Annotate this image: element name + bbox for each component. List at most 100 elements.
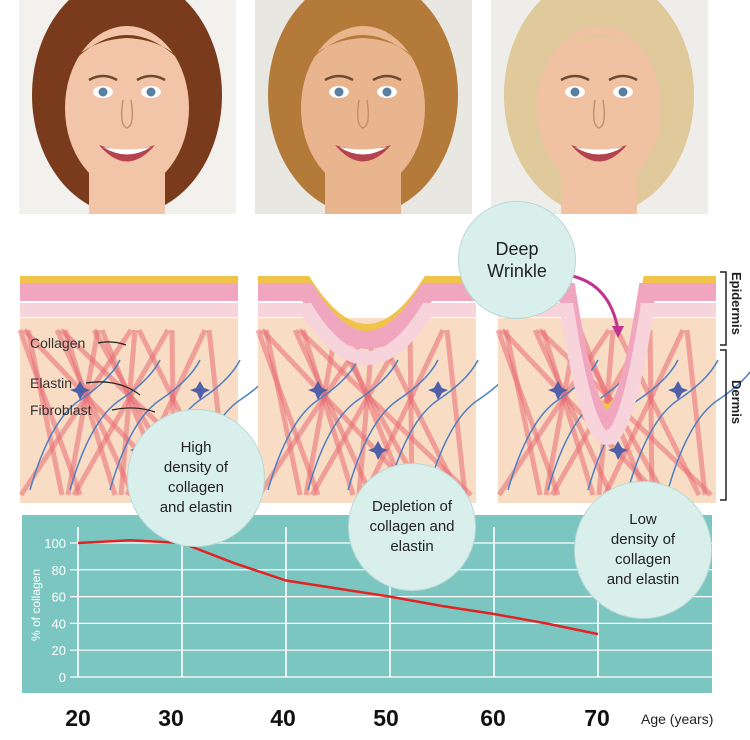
elastin-label: Elastin [30, 375, 73, 391]
nose [120, 99, 134, 129]
nose [592, 99, 606, 129]
left-iris [98, 87, 108, 97]
left-brow [324, 74, 354, 82]
fibroblast [190, 381, 210, 400]
collagen-fibre [303, 329, 339, 496]
x-tick-30: 30 [158, 705, 184, 731]
collagen-fibre [540, 329, 596, 496]
x-tick-60: 60 [480, 705, 506, 731]
collagen-fibre [362, 328, 446, 497]
collagen-fibre [25, 329, 65, 496]
right-iris [146, 87, 156, 97]
elastin-fibre [307, 359, 399, 491]
skin-cross-section [17, 271, 750, 503]
low-density-bubble: Low density of collagen and elastin [574, 481, 712, 619]
wrinkle-arrowhead [612, 326, 624, 338]
y-axis-label: % of collagen [29, 569, 43, 641]
x-tick-70: 70 [584, 705, 610, 731]
collagen-fibre [300, 329, 356, 496]
face [65, 26, 189, 190]
deep-wrinkle-bubble: Deep Wrinkle [458, 201, 576, 319]
photo-middle-aged-woman [255, 0, 472, 214]
skin-panel-3 [495, 276, 750, 503]
y-tick-100: 100 [44, 536, 66, 551]
epidermis-cell-layer [258, 283, 476, 349]
nose [356, 99, 370, 129]
right-iris [382, 87, 392, 97]
elastin-fibre [347, 359, 439, 491]
fibroblast [368, 441, 388, 460]
epidermis-label: Epidermis [729, 272, 744, 335]
dermis-bracket [720, 349, 727, 501]
collagen-fibre [292, 328, 374, 497]
y-tick-80: 80 [52, 563, 66, 578]
collagen-fibre [444, 329, 468, 496]
x-tick-40: 40 [270, 705, 296, 731]
left-brow [560, 74, 590, 82]
elastin-fibre [109, 359, 201, 491]
face [301, 26, 425, 190]
fibroblast [608, 441, 628, 460]
collagen-fibre [17, 329, 83, 496]
left-iris [570, 87, 580, 97]
y-tick-40: 40 [52, 616, 66, 631]
skin-panel-2 [255, 276, 519, 503]
elastin-fibre [29, 359, 121, 491]
collagen-fibre [65, 329, 101, 496]
fibroblast [668, 381, 688, 400]
high-density-bubble: High density of collagen and elastin [127, 409, 265, 547]
left-brow [88, 74, 118, 82]
collagen-fibre [647, 329, 655, 496]
elastin-fibre [627, 359, 719, 491]
elastin-fibre [387, 359, 479, 491]
collagen-fibre [255, 329, 321, 496]
epidermis-bracket [720, 271, 727, 346]
hair-fringe [301, 35, 425, 70]
collagen-fibre [263, 329, 303, 496]
elastin-fibre [667, 370, 750, 491]
collagen-fibre [54, 328, 136, 497]
right-iris [618, 87, 628, 97]
face [537, 26, 661, 190]
elastin-fibre [69, 359, 161, 491]
x-tick-20: 20 [65, 705, 91, 731]
fibroblast [548, 381, 568, 400]
photo-older-woman [491, 0, 708, 214]
collagen-fibre [532, 328, 614, 497]
x-tick-50: 50 [373, 705, 399, 731]
face-older [491, 0, 708, 214]
teeth [339, 147, 387, 155]
x-axis-label: Age (years) [641, 711, 714, 727]
photo-young-woman [19, 0, 236, 214]
collagen-line [77, 539, 599, 636]
collagen-fibre [495, 329, 561, 496]
basal-layer [258, 303, 476, 365]
basal-layer [498, 303, 716, 445]
dermis-label: Dermis [729, 380, 744, 425]
collagen-fibre [503, 329, 543, 496]
elastin-pointer [85, 381, 141, 396]
fibroblast-label: Fibroblast [30, 402, 92, 418]
collagen-fibre [118, 329, 138, 496]
y-tick-0: 0 [59, 670, 66, 685]
hair-fringe [537, 35, 661, 70]
collagen-fibre [602, 328, 686, 497]
right-brow [608, 74, 638, 82]
right-brow [372, 74, 402, 82]
y-tick-20: 20 [52, 643, 66, 658]
fibroblast-pointer [111, 407, 156, 413]
face-young [19, 0, 236, 214]
collagen-fibre [62, 329, 118, 496]
fibroblast [428, 381, 448, 400]
face-middle [255, 0, 472, 214]
elastin-fibre [267, 359, 359, 491]
depletion-bubble: Depletion of collagen and elastin [348, 463, 476, 591]
y-tick-60: 60 [52, 590, 66, 605]
fibroblast [308, 381, 328, 400]
hair-fringe [65, 35, 189, 70]
teeth [103, 147, 151, 155]
collagen-fibre [500, 328, 660, 497]
collagen-pointer [97, 341, 127, 346]
wrinkle-arrow [571, 274, 620, 331]
teeth [575, 147, 623, 155]
